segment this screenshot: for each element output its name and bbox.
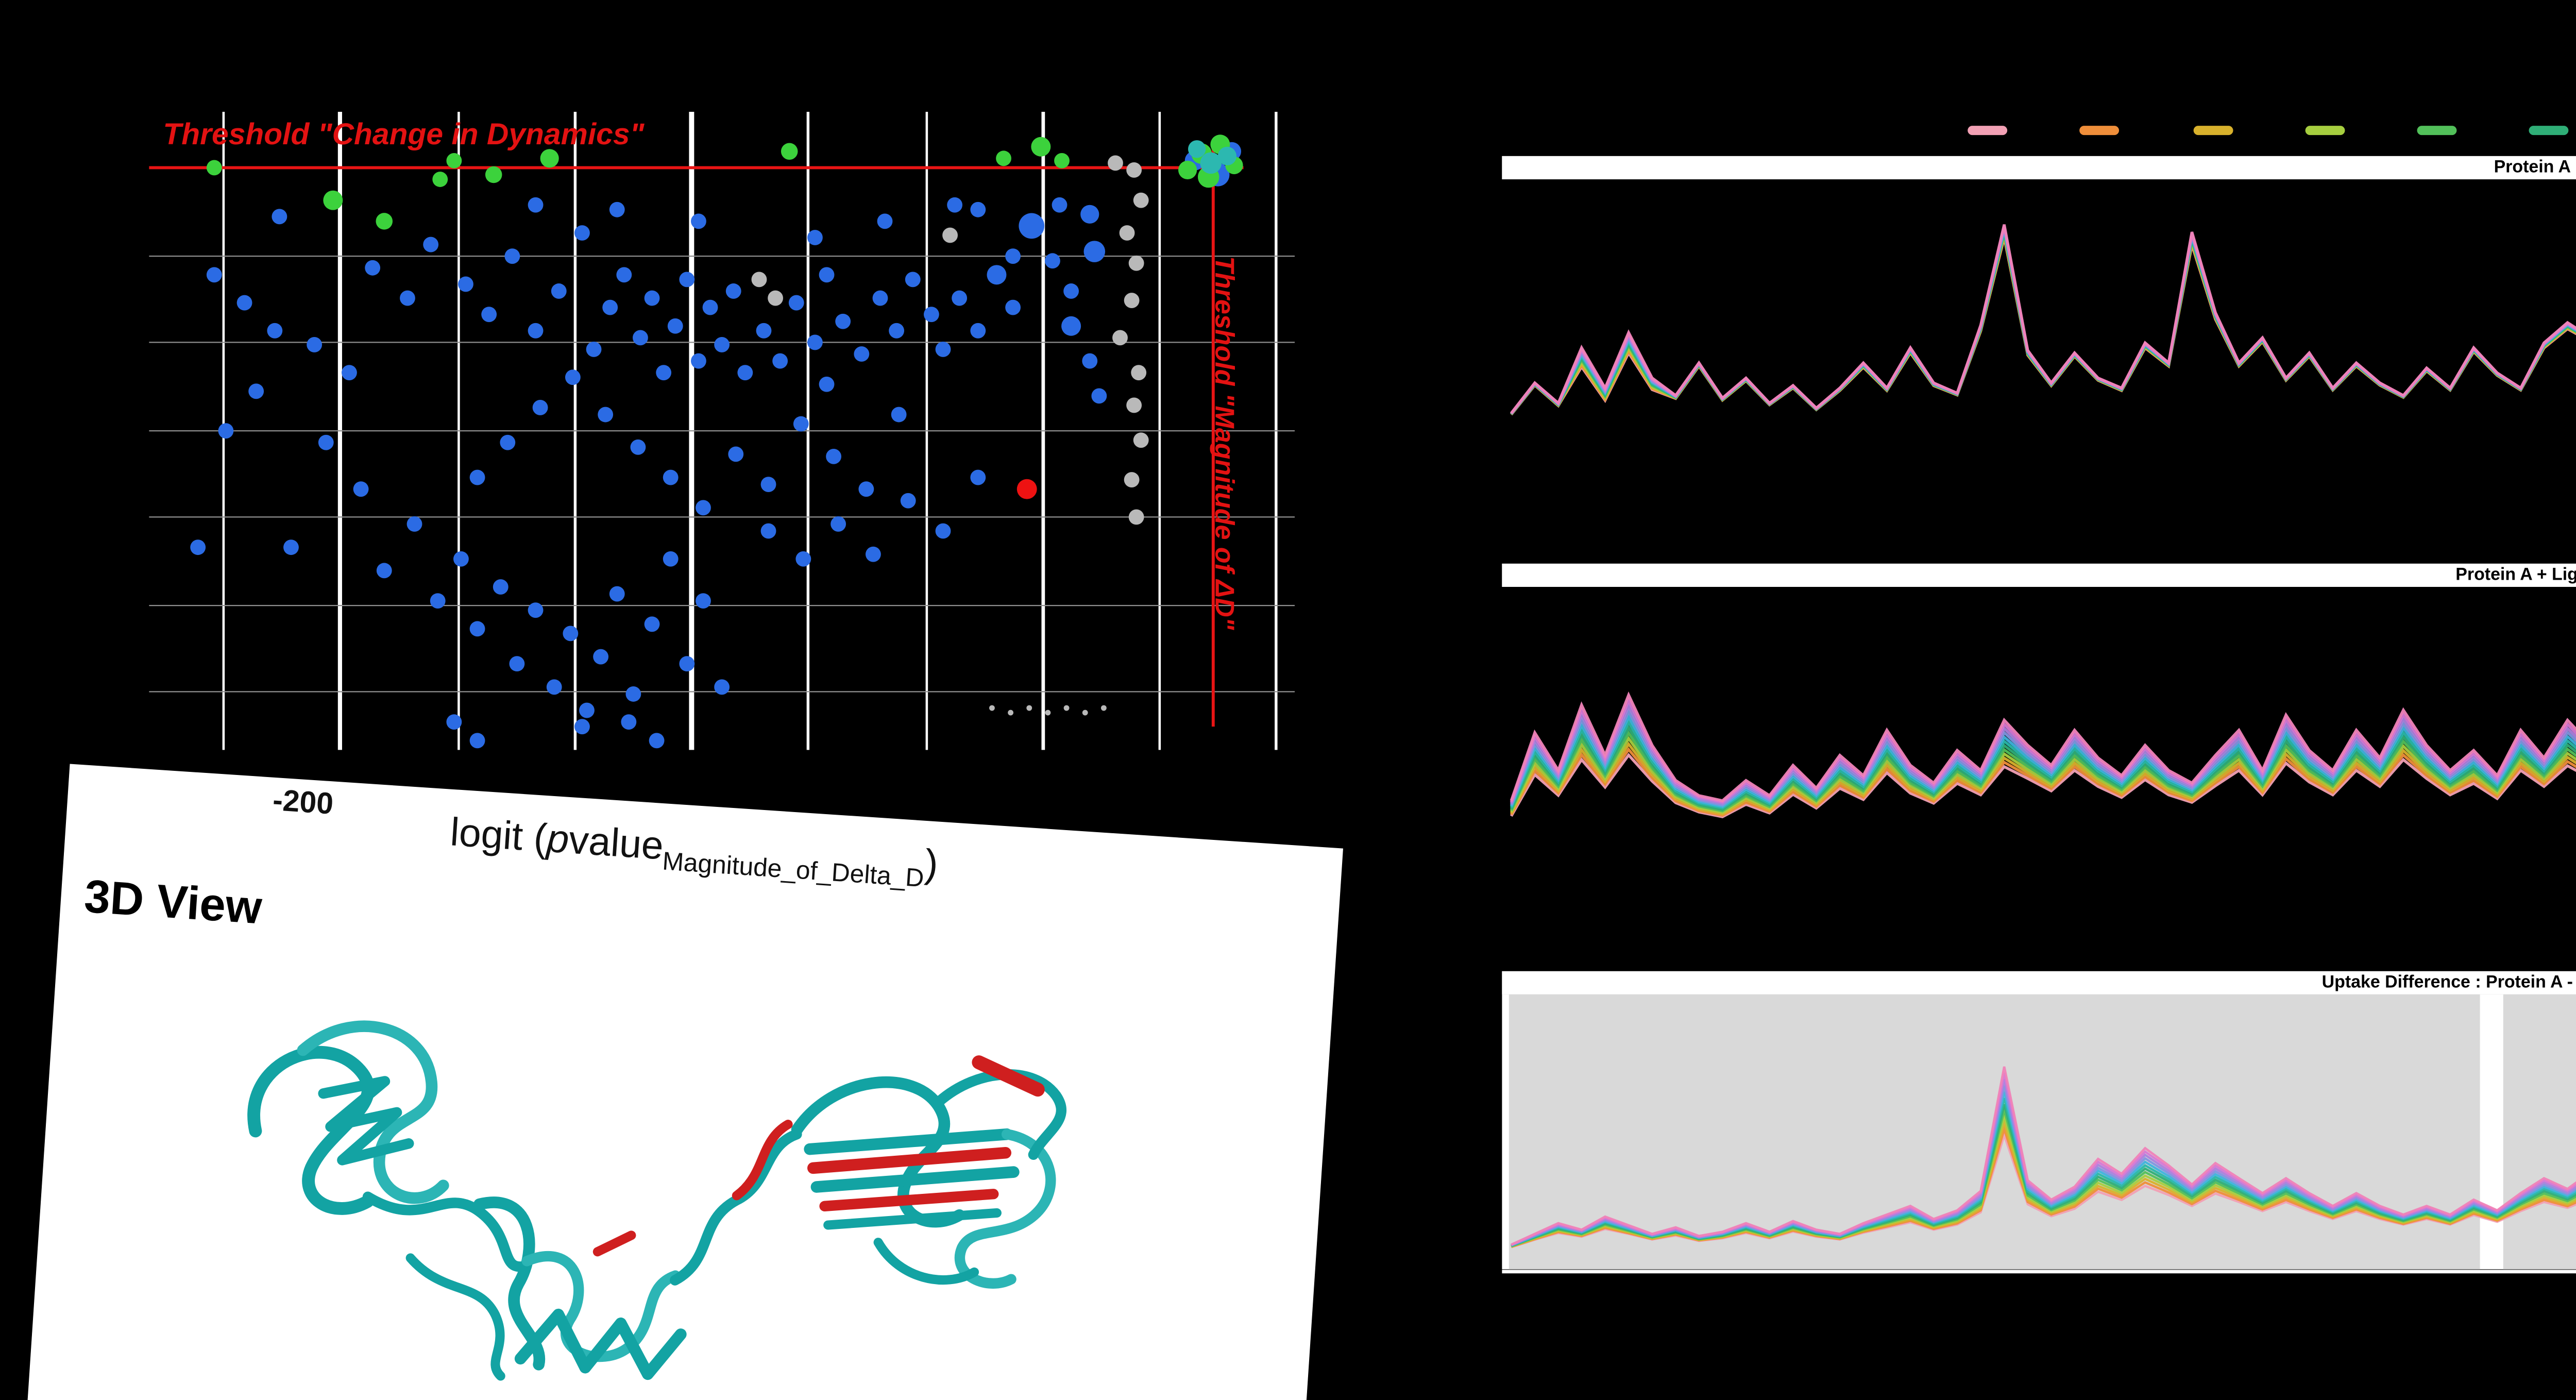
legend-swatch-2[interactable] [2192,126,2232,134]
scatter-points-gray [751,155,1149,716]
gridlines [149,111,1295,750]
uptake-chart-protein-a-ligand[interactable] [1502,587,2576,959]
ribbon-red-highlights [592,1055,1045,1257]
x-axis-label: logit (pvalueMagnitude_of_Delta_D) [448,811,939,895]
coverage-band [2503,994,2576,1270]
uptake-series [1510,691,2576,818]
timepoint-legend [1968,126,2576,134]
ribbon-teal [247,1020,1067,1381]
uptake-series [1510,224,2576,416]
structure-panel[interactable]: -200 logit (pvalueMagnitude_of_Delta_D) … [16,764,1343,1400]
scatter-points-blue [190,142,1242,749]
uptake-series [1511,1066,2576,1249]
uptake-difference-chart[interactable] [1502,994,2576,1278]
volcano-scatter-canvas[interactable] [149,93,1304,769]
chart-title-protein-a: Protein A [1502,156,2576,180]
threshold-magnitude-label: Threshold "Magnitude of ΔD" [1208,256,1237,630]
volcano-plot[interactable]: Threshold "Change in Dynamics" Threshold… [149,93,1304,769]
legend-swatch-4[interactable] [2417,126,2457,134]
x-axis-label-p: p [545,816,571,863]
x-axis-label-post: ) [923,841,940,887]
legend-swatch-1[interactable] [2080,126,2120,134]
threshold-dynamics-label: Threshold "Change in Dynamics" [163,116,645,151]
protein-ribbon[interactable] [170,964,1126,1400]
x-axis-tick: -200 [272,782,335,821]
scatter-points-teal [1188,140,1237,174]
chart-title-protein-a-ligand: Protein A + Ligand [1502,563,2576,587]
x-axis-label-mid: value [567,818,665,869]
scatter-points-red [1016,479,1037,499]
legend-swatch-3[interactable] [2304,126,2345,134]
x-axis-label-subscript: Magnitude_of_Delta_D [661,848,925,894]
uptake-chart-protein-a[interactable] [1502,179,2576,552]
legend-swatch-5[interactable] [2529,126,2569,134]
x-axis-label-pre: logit ( [449,810,549,861]
legend-swatch-0[interactable] [1968,126,2008,134]
chart-title-uptake-difference: Uptake Difference : Protein A - (Protein… [1502,971,2576,994]
viewer3d-title: 3D View [82,872,264,936]
